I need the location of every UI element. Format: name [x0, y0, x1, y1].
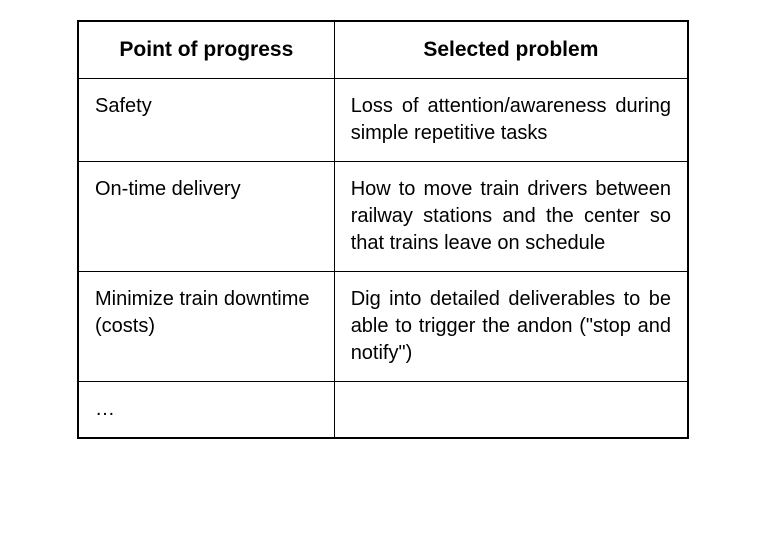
table-row: On-time delivery How to move train drive…: [78, 162, 688, 272]
table-row: …: [78, 382, 688, 439]
cell-problem: Loss of attention/awareness during simpl…: [334, 79, 688, 162]
table-row: Minimize train downtime (costs) Dig into…: [78, 272, 688, 382]
table-header-row: Point of progress Selected problem: [78, 21, 688, 79]
cell-problem: How to move train drivers between railwa…: [334, 162, 688, 272]
cell-point: …: [78, 382, 334, 439]
cell-point: Safety: [78, 79, 334, 162]
cell-point: Minimize train downtime (costs): [78, 272, 334, 382]
table-head: Point of progress Selected problem: [78, 21, 688, 79]
cell-problem: [334, 382, 688, 439]
table-row: Safety Loss of attention/awareness durin…: [78, 79, 688, 162]
progress-problem-table: Point of progress Selected problem Safet…: [77, 20, 689, 439]
header-point-of-progress: Point of progress: [78, 21, 334, 79]
table-body: Safety Loss of attention/awareness durin…: [78, 79, 688, 439]
header-selected-problem: Selected problem: [334, 21, 688, 79]
cell-point: On-time delivery: [78, 162, 334, 272]
cell-problem: Dig into detailed deliverables to be abl…: [334, 272, 688, 382]
table: Point of progress Selected problem Safet…: [77, 20, 689, 439]
